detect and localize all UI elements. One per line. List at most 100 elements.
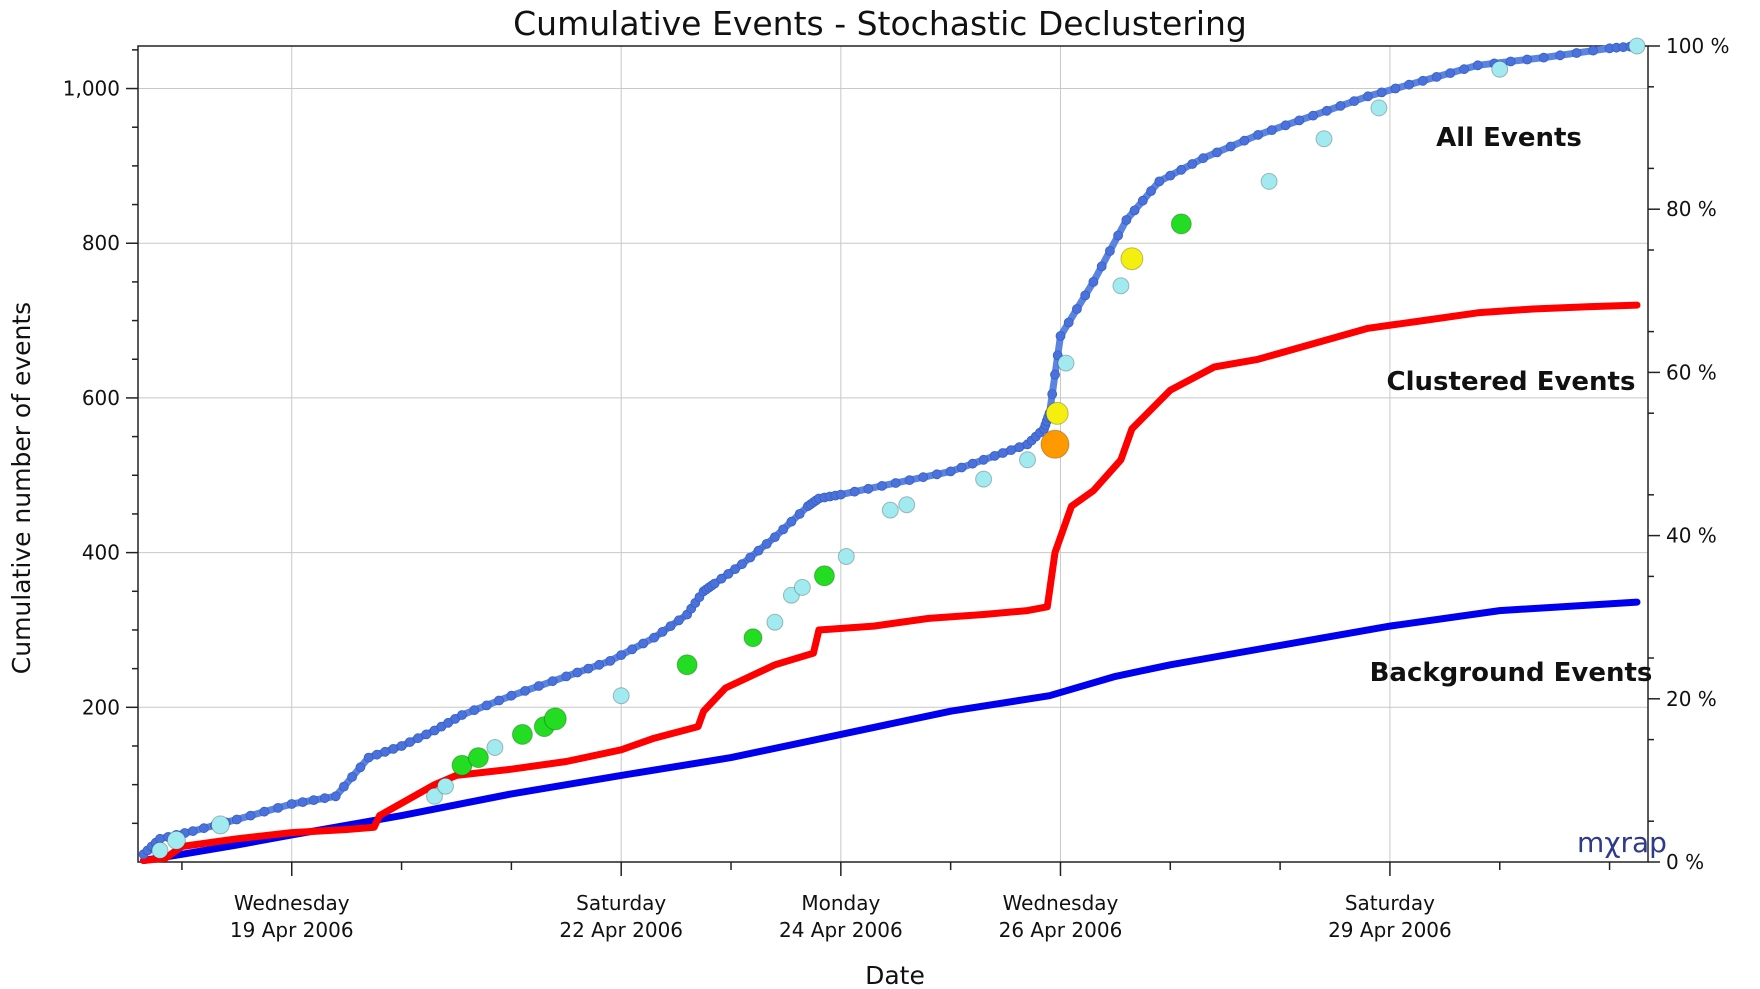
event-marker: [898, 496, 916, 514]
all-events-point: [494, 695, 504, 706]
all-events-point: [1294, 115, 1305, 126]
all-events-point: [967, 458, 978, 469]
all-events-point: [1376, 87, 1387, 98]
all-events-point: [231, 814, 242, 825]
all-events-point: [286, 799, 297, 809]
all-events-point: [716, 573, 727, 584]
event-marker: [1112, 277, 1130, 295]
all-events-point: [904, 475, 915, 486]
event-marker: [543, 707, 567, 731]
all-events-point: [1050, 369, 1060, 380]
event-marker: [486, 739, 504, 756]
all-events-point: [259, 806, 270, 817]
event-marker: [612, 687, 630, 705]
all-events-point: [1088, 276, 1099, 287]
all-events-point: [421, 729, 432, 740]
all-events-point: [730, 564, 740, 574]
event-marker: [793, 578, 811, 596]
all-events-point: [1555, 50, 1565, 61]
event-marker: [837, 548, 855, 565]
all-events-point: [1571, 48, 1582, 58]
all-events-point: [457, 710, 467, 720]
y-tick-label: 600: [82, 386, 120, 410]
all-events-point: [1113, 230, 1123, 241]
all-events-point: [890, 478, 901, 488]
all-events-point: [1404, 79, 1414, 90]
all-events-point: [1154, 176, 1165, 187]
all-events-point: [506, 690, 517, 701]
all-events-point: [616, 650, 627, 660]
event-marker: [426, 787, 443, 805]
y2-tick-label: 20 %: [1666, 687, 1717, 711]
all-events-point: [520, 686, 530, 696]
x-tick-label-weekday: Wednesday: [234, 891, 350, 915]
all-events-point: [1198, 153, 1209, 164]
all-events-point: [533, 681, 544, 691]
all-events-point: [1431, 72, 1442, 82]
series-label-clustered: Clustered Events: [1387, 367, 1636, 397]
x-tick-label-date: 24 Apr 2006: [779, 918, 903, 942]
event-marker: [1315, 130, 1333, 148]
event-marker: [1628, 37, 1646, 55]
x-axis-label: Date: [865, 961, 925, 989]
all-events-point: [745, 552, 756, 563]
all-events-point: [330, 791, 341, 802]
all-events-point: [956, 462, 967, 473]
event-marker: [1040, 429, 1070, 459]
event-marker: [1370, 99, 1388, 117]
all-events-point: [753, 545, 764, 556]
all-events-point: [1187, 159, 1198, 169]
event-marker: [881, 501, 899, 519]
all-events-point: [737, 559, 747, 570]
x-tick-label-date: 19 Apr 2006: [230, 918, 354, 942]
event-marker: [151, 841, 169, 859]
event-marker: [743, 628, 763, 648]
event-marker: [1170, 213, 1192, 235]
all-events-point: [355, 762, 366, 773]
x-tick-label-weekday: Monday: [801, 891, 880, 915]
event-marker: [1491, 60, 1509, 78]
all-events-point: [469, 705, 480, 716]
all-events-point: [989, 450, 1000, 461]
all-events-point: [1472, 60, 1483, 71]
all-events-point: [1418, 75, 1428, 86]
y-tick-label: 200: [82, 695, 120, 719]
x-tick-label-weekday: Saturday: [1345, 891, 1435, 915]
all-events-point: [849, 486, 860, 497]
series-layer: [138, 41, 1641, 864]
all-events-point: [786, 516, 797, 527]
plot-frame: [137, 45, 1649, 863]
all-events-point: [1176, 164, 1187, 175]
grid: [138, 46, 1648, 862]
all-events-point: [1225, 141, 1236, 152]
event-marker: [467, 747, 489, 769]
event-marker: [166, 830, 186, 850]
chart-title: Cumulative Events - Stochastic Decluster…: [513, 4, 1247, 43]
all-events-point: [404, 737, 415, 747]
y2-tick-label: 100 %: [1666, 34, 1730, 58]
all-events-point: [273, 803, 283, 813]
x-tick-label-date: 22 Apr 2006: [559, 918, 683, 942]
all-events-point: [794, 509, 805, 519]
y2-tick-label: 80 %: [1666, 197, 1717, 221]
all-events-point: [319, 793, 330, 804]
all-events-point: [1137, 195, 1148, 206]
event-marker: [1045, 401, 1069, 425]
all-events-point: [1308, 110, 1318, 121]
all-events-point: [649, 632, 659, 643]
y2-tick-label: 40 %: [1666, 524, 1717, 548]
event-marker: [1057, 354, 1075, 372]
y-tick-label: 800: [82, 231, 120, 255]
all-events-point: [997, 448, 1008, 458]
all-events-point: [978, 454, 989, 465]
all-events-point: [1006, 445, 1016, 456]
all-events-point: [1072, 304, 1082, 314]
all-events-point: [308, 795, 319, 805]
all-events-point: [605, 656, 616, 666]
all-events-point: [665, 621, 676, 631]
event-marker: [975, 470, 993, 488]
all-events-point: [1096, 261, 1107, 272]
all-events-point: [638, 638, 649, 649]
all-events-point: [1014, 442, 1025, 453]
